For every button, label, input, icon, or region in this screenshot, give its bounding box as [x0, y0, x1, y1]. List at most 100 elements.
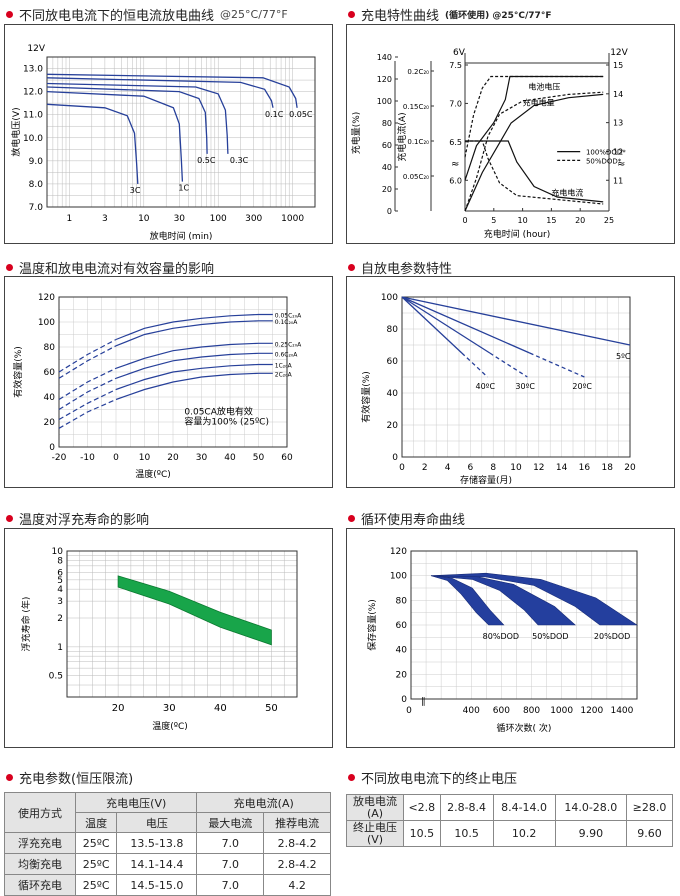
y1-tick-label: 80 — [382, 119, 392, 128]
x-tick-label: 800 — [523, 706, 540, 716]
y-tick-label: 10.0 — [23, 134, 43, 144]
table-row: 浮充充电 25ºC 13.5-13.8 7.0 2.8-4.2 — [4, 832, 331, 854]
end-voltage-table: 放电电流 (A) <2.8 2.8-8.4 8.4-14.0 14.0-28.0… — [346, 794, 673, 847]
section-title-text: 不同放电电流下的恒电流放电曲线 — [19, 9, 215, 24]
charge-params-table: 使用方式 充电电压(V) 充电电流(A) 温度 电压 最大电流 推荐电流 浮充充… — [4, 792, 331, 896]
y-tick-label: 60 — [387, 357, 399, 367]
panel-self-discharge: 0 2 4 6 8 10 12 14 16 18 20 0 20 40 60 80 100 存储容量(月) 有效容量… — [346, 276, 675, 488]
series-line — [465, 140, 604, 203]
x-tick-label: 0 — [462, 216, 467, 225]
section-title-text: 不同放电电流下的终止电压 — [361, 772, 518, 787]
series-label: 0.05C₂₀A — [275, 313, 302, 320]
x-tick-label: 1000 — [281, 214, 304, 224]
x-axis-label: 温度(ºC) — [152, 720, 188, 732]
series-line — [115, 352, 273, 379]
x-tick-label: 20 — [167, 453, 179, 463]
x-tick-label: 15 — [546, 216, 556, 225]
cell-rec: 2.8-4.2 — [263, 832, 331, 854]
series-line-dashed — [58, 338, 117, 373]
series-line — [115, 342, 273, 369]
y-axis-label: 有效容量(%) — [12, 346, 24, 398]
section-title-text: 充电特性曲线 — [361, 9, 440, 24]
series-label: 20ºC — [572, 382, 592, 391]
cell-mode: 循环充电 — [4, 874, 76, 896]
cell-voltage: 9.90 — [554, 820, 628, 847]
header-temp: 温度 — [74, 812, 118, 833]
y4-tick-label: 12 — [613, 147, 623, 156]
series-line — [115, 320, 273, 347]
x-tick-label: 4 — [445, 463, 451, 473]
x-axis-label: 存储容量(月) — [460, 474, 512, 486]
y-tick-label: 40 — [396, 646, 408, 656]
y-tick-label: 100 — [381, 293, 398, 303]
x-tick-label: 3 — [102, 214, 108, 224]
section-title-suffix: (循环使用) @25°C/77°F — [445, 11, 552, 21]
x-tick-label: 50 — [253, 453, 265, 463]
x-tick-label: 10 — [518, 216, 528, 225]
x-axis-label: 循环次数( 次) — [497, 722, 552, 734]
section-title-text: 温度和放电电流对有效容量的影响 — [19, 262, 215, 277]
y-tick-label: 8.0 — [29, 180, 44, 190]
x-tick-label: 18 — [601, 463, 613, 473]
header-use: 使用方式 — [4, 792, 76, 833]
y-tick-label: 9.0 — [29, 157, 44, 167]
table-row: 循环充电 25ºC 14.5-15.0 7.0 4.2 — [4, 874, 331, 896]
plot-frame — [46, 56, 316, 208]
series-line-dashed — [461, 352, 488, 378]
panel-discharge: 7.0 8.0 9.0 10.0 11.0 12.0 13.0 1 3 10 30 100 300 100… — [4, 24, 333, 244]
x-tick-label: 20 — [112, 703, 125, 714]
y-tick-label: 20 — [44, 418, 56, 428]
x-tick-label: 600 — [493, 706, 510, 716]
y-tick-label: 120 — [390, 547, 407, 557]
x-tick-label: 1200 — [580, 706, 603, 716]
section-title-temp-capacity: 温度和放电电流对有效容量的影响 — [6, 258, 214, 277]
x-tick-label: 10 — [510, 463, 522, 473]
section-title-self-discharge: 自放电参数特性 — [348, 258, 452, 277]
y1-tick-label: 60 — [382, 141, 392, 150]
y-tick-label: 10 — [52, 547, 64, 557]
x-tick-label: 40 — [214, 703, 227, 714]
series-line — [401, 296, 631, 346]
y1-tick-label: 140 — [377, 53, 392, 62]
x-axis-label: 充电时间 (hour) — [484, 228, 551, 240]
cell-current: 2.8-8.4 — [439, 794, 494, 821]
y-tick-label: 7.0 — [29, 203, 44, 213]
section-title-text: 自放电参数特性 — [361, 262, 453, 277]
y-tick-label: 13.0 — [23, 65, 43, 75]
y4-top-label: 12V — [610, 48, 628, 58]
legend-label: 50%DOD* — [586, 157, 622, 165]
chart-discharge: 7.0 8.0 9.0 10.0 11.0 12.0 13.0 1 3 10 30 100 300 100… — [10, 44, 316, 242]
note-text: 容量为100% (25ºC) — [184, 416, 269, 428]
y3-tick-label: 6.5 — [449, 138, 462, 147]
cycle-band — [430, 572, 639, 626]
series-line — [464, 75, 604, 158]
x-tick-label: 16 — [579, 463, 591, 473]
y-tick-label: 8 — [57, 556, 63, 566]
x-tick-label: 14 — [556, 463, 568, 473]
cell-voltage: 9.60 — [626, 820, 673, 847]
chart-charge: 020406080100120140充电量(%)0.05C₂₀0.1C₂₀0.1… — [350, 48, 629, 240]
bullet-icon — [348, 774, 355, 781]
series-line-dashed — [58, 398, 117, 429]
header-current: 充电电流(A) — [196, 792, 331, 813]
cell-rec: 2.8-4.2 — [263, 853, 331, 875]
series-label: 3C — [130, 186, 141, 195]
series-label: 5ºC — [616, 352, 631, 361]
x-tick-label: 50 — [265, 703, 278, 714]
section-title-cycle-life: 循环使用寿命曲线 — [348, 509, 465, 528]
table-row: 放电电流 (A) <2.8 2.8-8.4 8.4-14.0 14.0-28.0… — [346, 794, 673, 821]
plot-frame — [66, 550, 298, 698]
cell-current: 8.4-14.0 — [492, 794, 556, 821]
cycle-band — [430, 575, 505, 626]
annotation-current: 充电电流 — [551, 188, 583, 198]
section-title-charge: 充电特性曲线 (循环使用) @25°C/77°F — [348, 5, 551, 24]
series-label: 0.05C — [289, 110, 313, 119]
y-axis-label: 放电电压(V) — [10, 107, 22, 156]
x-tick-label: -10 — [80, 453, 95, 463]
x-tick-label: 1000 — [550, 706, 573, 716]
y-axis-label: 浮充寿命 (年) — [20, 597, 32, 652]
label-text: 放电电流 — [353, 794, 397, 808]
x-tick-label: 20 — [575, 216, 585, 225]
x-tick-label: 10 — [139, 453, 151, 463]
